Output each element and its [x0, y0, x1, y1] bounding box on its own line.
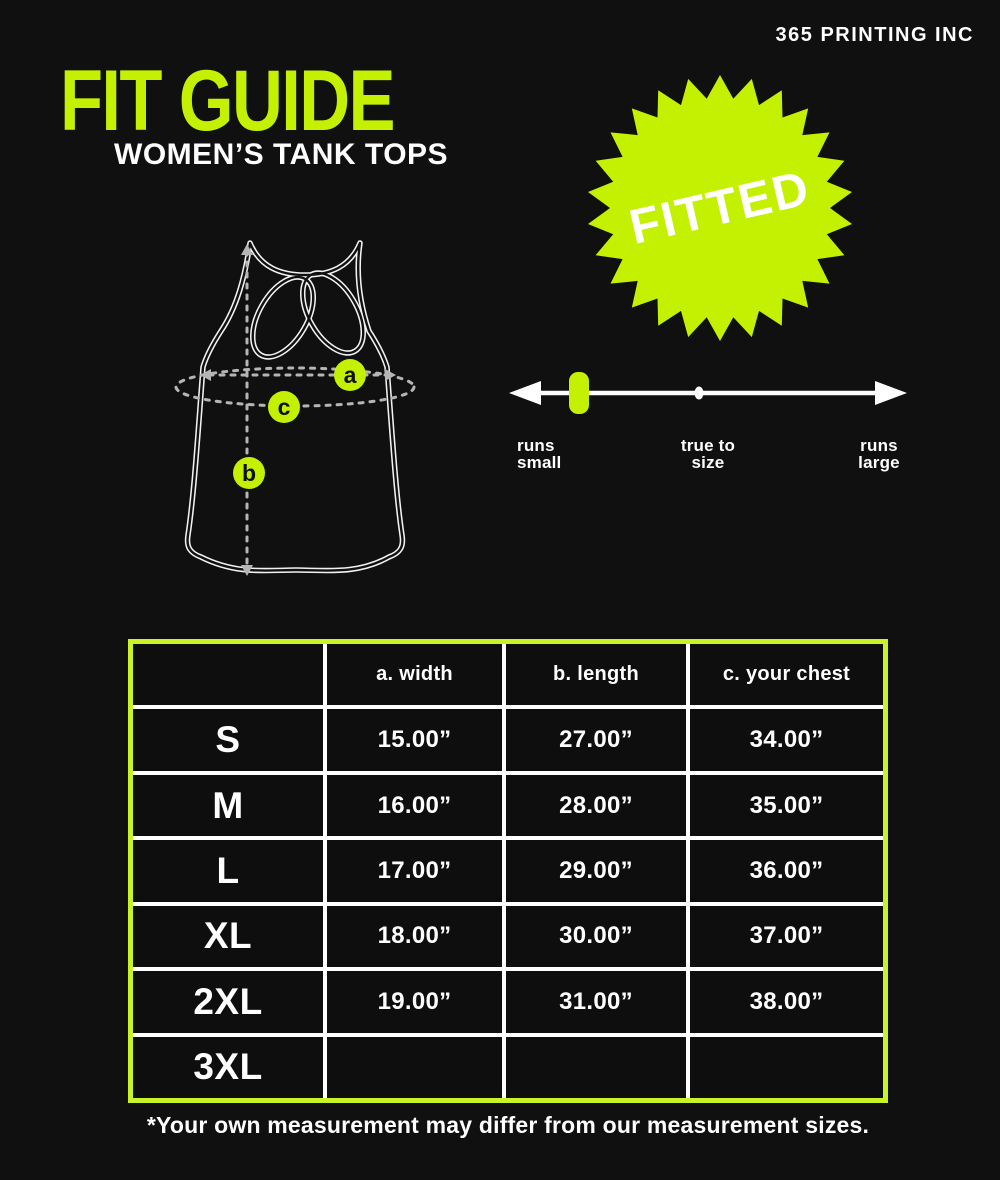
size-cell: M: [133, 774, 323, 837]
tank-top-diagram: a c b: [165, 235, 425, 580]
width-arrow-left-icon: [200, 369, 211, 381]
table-header-empty: [133, 644, 323, 706]
marker-b-label: b: [242, 460, 256, 486]
marker-a-circle: [334, 359, 366, 391]
footnote: *Your own measurement may differ from ou…: [146, 1112, 870, 1138]
marker-c-label: c: [278, 394, 291, 420]
value-cell: 35.00”: [690, 774, 883, 837]
length-arrow-bottom-icon: [241, 565, 253, 576]
scale-arrow-left-icon: [509, 381, 541, 405]
value-cell: 15.00”: [327, 709, 502, 771]
table-header-width: a. width: [327, 644, 502, 706]
brand-name: 365 PRINTING INC: [775, 24, 974, 46]
value-cell: 29.00”: [506, 840, 686, 902]
value-cell: 19.00”: [327, 971, 502, 1033]
marker-a-label: a: [344, 362, 357, 388]
length-arrow-top-icon: [241, 244, 253, 255]
fit-scale: [503, 362, 913, 420]
scale-label-runs-large: runs large: [858, 436, 900, 472]
scale-label-runs-small: runs small: [517, 436, 562, 472]
value-cell: 18.00”: [327, 905, 502, 968]
tank-outline-inner: [186, 241, 404, 572]
marker-c-circle: [268, 391, 300, 423]
value-cell: 38.00”: [690, 971, 883, 1033]
page-title: FIT GUIDE: [60, 53, 396, 149]
fitted-badge: FITTED: [578, 66, 862, 350]
value-cell: [327, 1036, 502, 1098]
value-cell: 34.00”: [690, 709, 883, 771]
starburst-icon: [588, 75, 852, 341]
size-cell: 2XL: [133, 971, 323, 1033]
value-cell: 37.00”: [690, 905, 883, 968]
scale-arrow-right-icon: [875, 381, 907, 405]
width-arrow-right-icon: [385, 369, 396, 381]
value-cell: 16.00”: [327, 774, 502, 837]
scale-label-true-to-size: true to size: [680, 436, 736, 472]
value-cell: 30.00”: [506, 905, 686, 968]
value-cell: 27.00”: [506, 709, 686, 771]
tank-top-outline-svg: a c b: [174, 240, 416, 576]
size-cell: L: [133, 840, 323, 902]
value-cell: [506, 1036, 686, 1098]
size-cell: 3XL: [133, 1036, 323, 1098]
value-cell: 31.00”: [506, 971, 686, 1033]
size-cell: S: [133, 709, 323, 771]
true-to-size-dot: [694, 386, 704, 400]
size-cell: XL: [133, 905, 323, 968]
value-cell: 36.00”: [690, 840, 883, 902]
fit-marker: [569, 372, 589, 414]
value-cell: 17.00”: [327, 840, 502, 902]
table-header-length: b. length: [506, 644, 686, 706]
value-cell: [690, 1036, 883, 1098]
value-cell: 28.00”: [506, 774, 686, 837]
page-subtitle: WOMEN’S TANK TOPS: [114, 138, 449, 171]
table-header-chest: c. your chest: [690, 644, 883, 706]
marker-b-circle: [233, 457, 265, 489]
size-table: a. width b. length c. your chest S 15.00…: [128, 639, 888, 1103]
